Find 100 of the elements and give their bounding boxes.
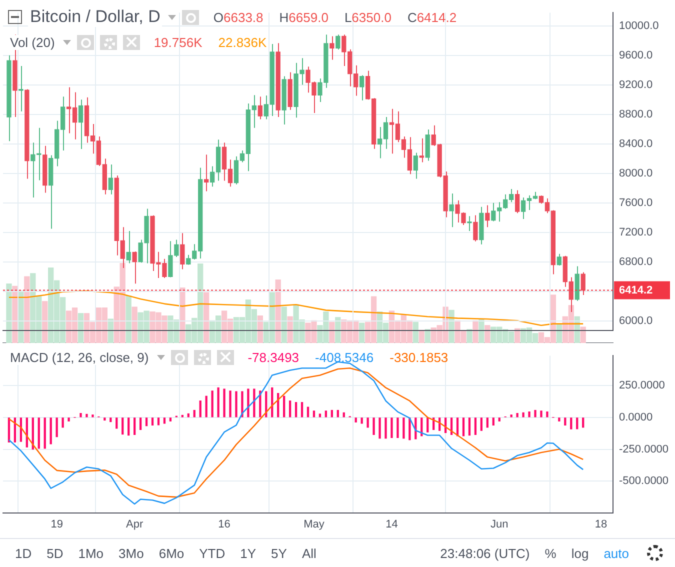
bar — [116, 418, 118, 429]
bar — [300, 402, 304, 418]
bar — [217, 387, 220, 418]
bar — [478, 319, 484, 343]
text: log — [571, 546, 589, 560]
candlestick — [473, 214, 478, 242]
candlestick — [336, 34, 340, 50]
bar — [50, 418, 52, 444]
candlestick — [78, 99, 84, 150]
bar — [516, 413, 518, 418]
bar — [38, 418, 40, 449]
bar — [534, 410, 536, 418]
bar — [378, 418, 381, 439]
x-tick-label: Jun — [490, 518, 508, 531]
bar — [42, 301, 48, 343]
bar — [104, 418, 106, 421]
bar — [169, 418, 172, 422]
bar — [229, 390, 232, 418]
bar — [133, 418, 136, 435]
bar — [86, 414, 88, 418]
y-tick-label: 8000.0 — [619, 167, 653, 180]
bar — [211, 390, 214, 418]
candlestick — [330, 36, 334, 60]
bar — [199, 400, 202, 418]
bar — [110, 418, 112, 422]
bar — [354, 418, 357, 422]
bar — [384, 418, 387, 439]
bar — [223, 388, 226, 418]
text: auto — [604, 546, 629, 560]
bar — [80, 413, 82, 418]
bar — [576, 418, 578, 430]
candlestick — [359, 74, 364, 101]
bar — [580, 326, 586, 343]
text: % — [544, 546, 556, 560]
annotation: L6350.0 — [344, 10, 392, 24]
bar — [546, 411, 548, 418]
bar — [390, 418, 393, 438]
bar — [358, 322, 365, 343]
annotation: -78.3493 — [246, 350, 300, 365]
ref-line-label: 6414.2 — [619, 284, 653, 296]
candlestick — [258, 96, 262, 120]
chart-title: MACD (12, 26, close, 9) — [8, 350, 151, 365]
bar — [68, 418, 70, 422]
candlestick — [132, 251, 137, 284]
annotation: C6414.2 — [407, 10, 457, 24]
candlestick — [514, 190, 520, 214]
text: 5D — [46, 546, 64, 560]
y-tick-label: -250.0000 — [619, 443, 669, 456]
bar — [253, 388, 256, 418]
bar — [582, 418, 584, 428]
bar — [564, 418, 566, 426]
bar — [62, 418, 64, 428]
annotation: 22.836K — [217, 35, 268, 50]
text: 5Y — [271, 546, 287, 560]
y-tick-label: 7200.0 — [619, 226, 653, 238]
bar — [466, 329, 472, 343]
bar — [492, 418, 494, 426]
bar — [281, 306, 287, 343]
bar — [396, 418, 399, 438]
bar — [448, 310, 454, 343]
bar — [522, 412, 524, 418]
bar — [56, 418, 58, 438]
bar — [205, 396, 208, 418]
bar — [157, 418, 160, 426]
bar — [247, 388, 250, 418]
bar — [366, 418, 369, 428]
bar — [283, 396, 286, 418]
candlestick — [180, 232, 185, 270]
bar — [6, 283, 12, 343]
bar — [44, 418, 46, 449]
bar — [329, 322, 335, 343]
bar — [372, 418, 375, 435]
bar — [558, 418, 560, 422]
chart-title: Bitcoin / Dollar, D — [28, 7, 162, 27]
y-tick-label: 9600.0 — [619, 49, 653, 62]
text: 6Mo — [158, 546, 184, 560]
candlestick — [467, 216, 472, 232]
bar — [412, 322, 418, 343]
candlestick — [485, 204, 490, 228]
y-tick-label: 8400.0 — [619, 138, 653, 150]
bar — [484, 325, 490, 343]
bar — [24, 276, 30, 343]
annotation: -330.1853 — [388, 350, 450, 365]
bar — [540, 410, 542, 418]
annotation: H6659.0 — [279, 10, 328, 24]
y-tick-label: 250.0000 — [619, 380, 665, 392]
chart-title: Vol (20) — [8, 35, 57, 50]
bar — [318, 414, 322, 418]
bar — [570, 418, 572, 430]
candlestick — [18, 65, 24, 112]
y-tick-label: 7600.0 — [619, 196, 653, 209]
bar — [204, 292, 210, 343]
bar — [312, 410, 316, 418]
bar — [122, 418, 124, 435]
candlestick — [108, 164, 113, 195]
bar — [145, 418, 148, 426]
candlestick — [556, 253, 562, 266]
bar — [324, 410, 328, 418]
text: YTD — [199, 546, 226, 560]
bar — [235, 391, 238, 418]
